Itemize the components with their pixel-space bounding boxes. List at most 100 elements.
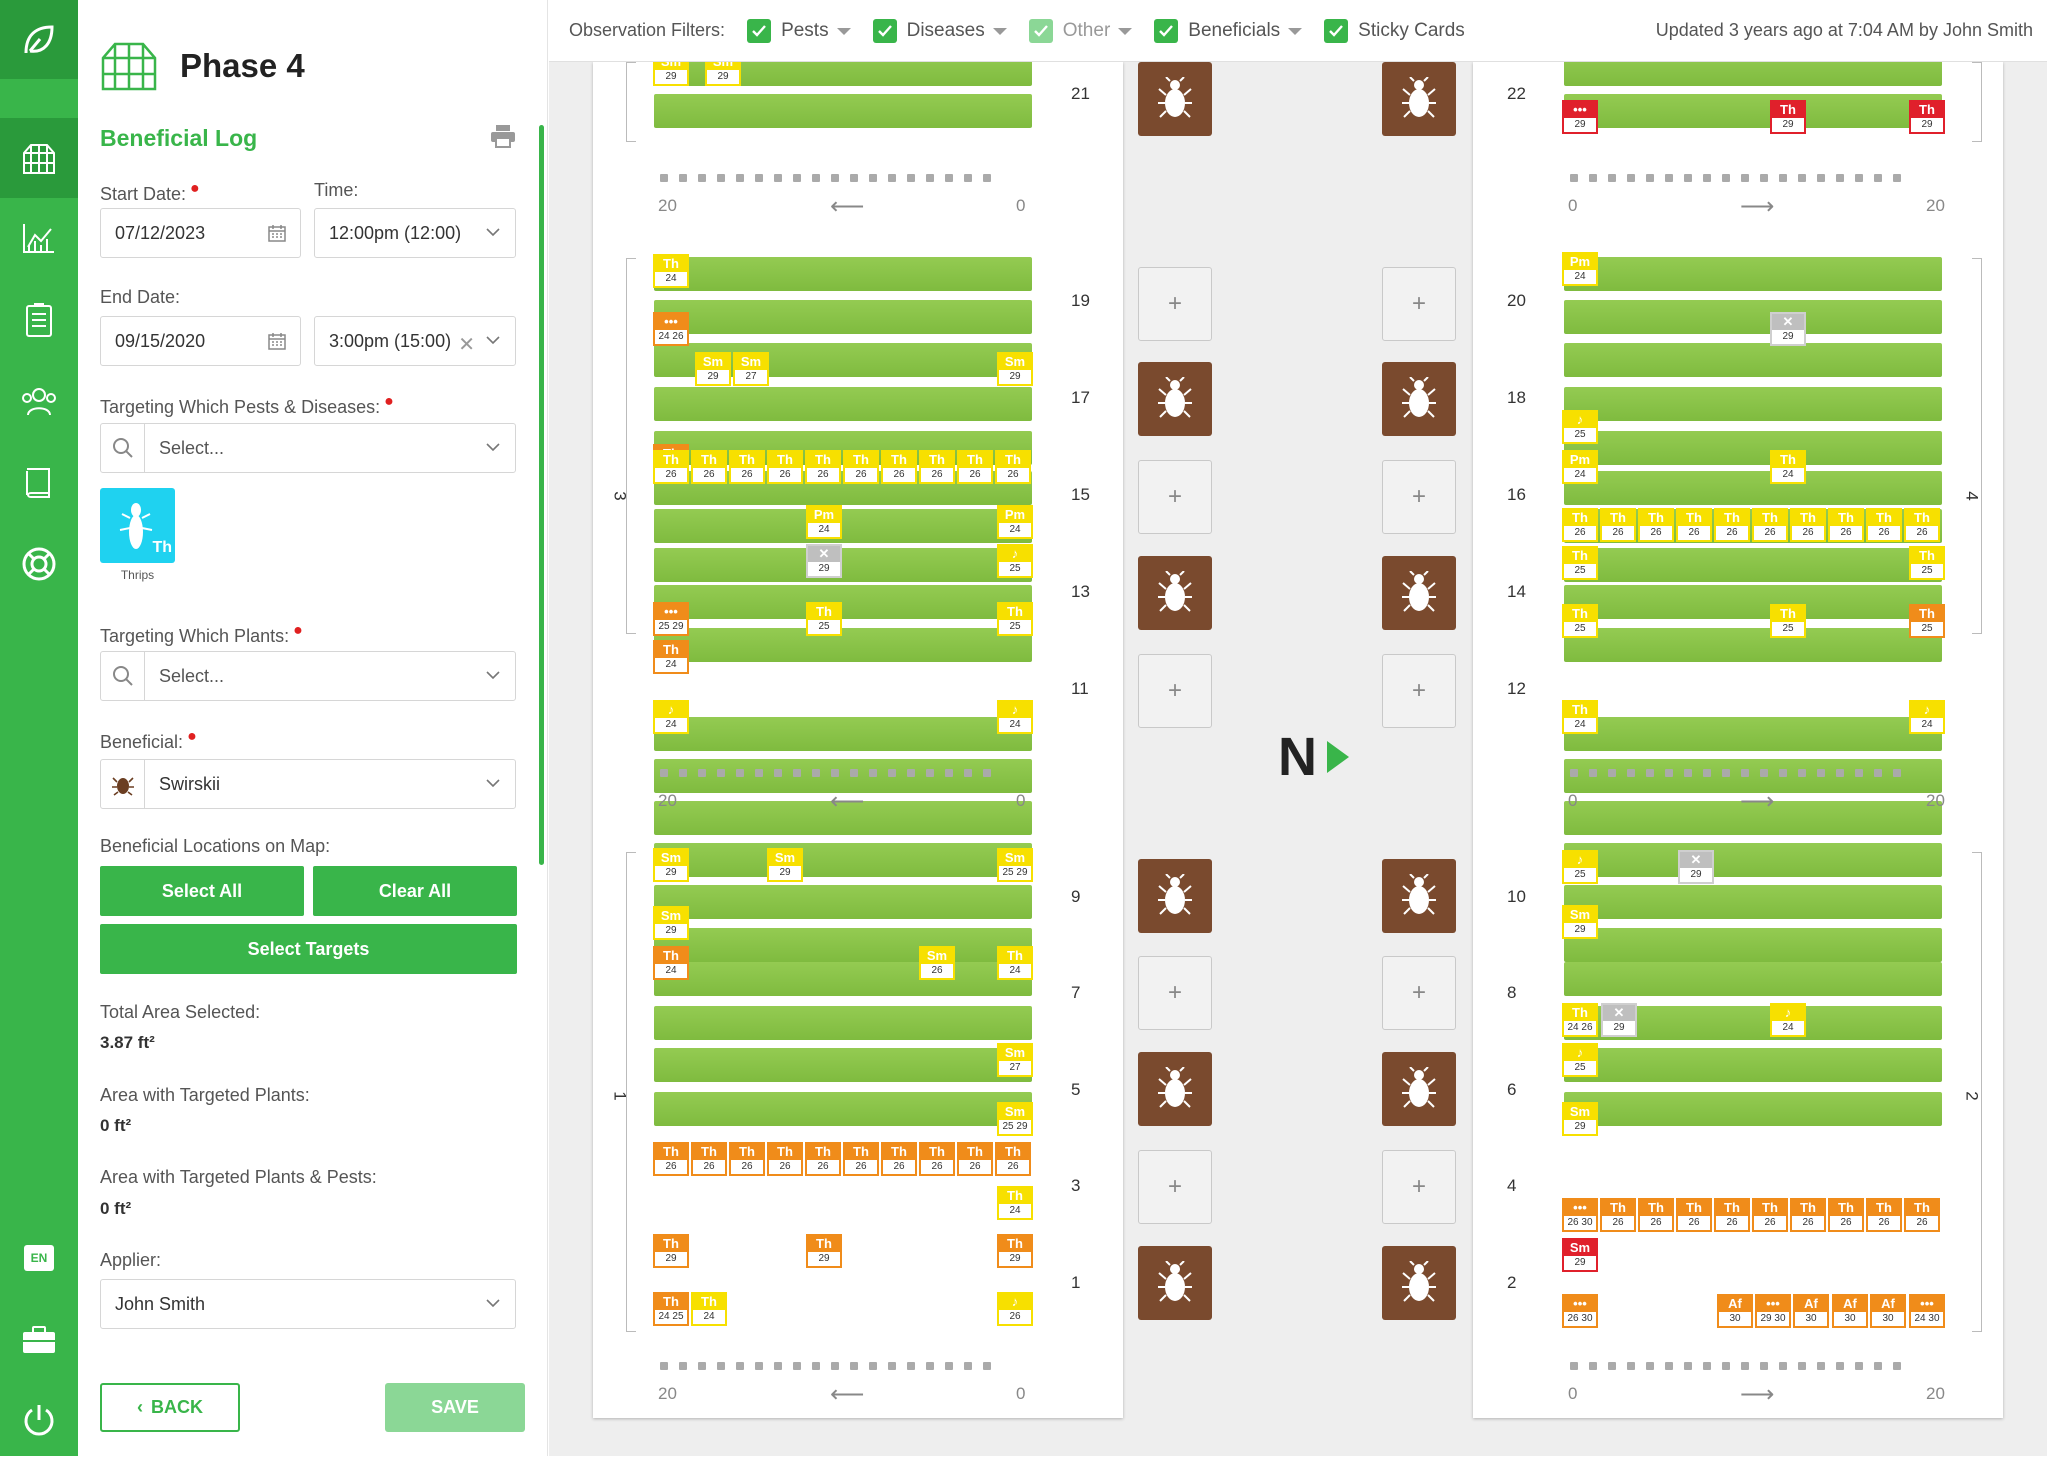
start-date-field[interactable]: 07/12/2023 (100, 208, 301, 258)
list-icon[interactable] (0, 280, 78, 360)
observation-tag[interactable]: ♪ 24 (1770, 1003, 1806, 1037)
observation-tag[interactable]: ♪ 24 (653, 700, 689, 734)
plant-row[interactable] (1564, 300, 1942, 334)
plant-row[interactable] (1564, 1092, 1942, 1126)
checkbox-icon[interactable] (747, 18, 772, 43)
print-icon[interactable] (490, 124, 516, 153)
observation-tag[interactable]: ✕ 29 (1678, 850, 1714, 884)
observation-tag[interactable]: Th 25 (1562, 546, 1598, 580)
observation-tag[interactable]: ••• 26 30 (1562, 1294, 1598, 1328)
plant-row[interactable] (1564, 628, 1942, 662)
caret-down-icon[interactable] (992, 20, 1007, 42)
observation-tag[interactable]: Th 25 (806, 602, 842, 636)
add-release-tile[interactable]: + (1382, 460, 1456, 534)
observation-tag[interactable]: ♪ 24 (997, 700, 1033, 734)
plant-row[interactable] (654, 387, 1032, 421)
plant-row[interactable] (1564, 801, 1942, 835)
beneficial-release-tile[interactable] (1382, 859, 1456, 933)
observation-tag[interactable]: Af 30 (1870, 1294, 1906, 1328)
plant-row[interactable] (654, 509, 1032, 543)
observation-tag[interactable]: Sm 27 (733, 352, 769, 386)
plant-row[interactable] (1564, 62, 1942, 86)
briefcase-icon[interactable] (0, 1300, 78, 1380)
filter-sticky-cards[interactable]: Sticky Cards (1324, 18, 1465, 43)
plant-row[interactable] (654, 585, 1032, 619)
caret-down-icon[interactable] (836, 20, 851, 42)
clear-icon[interactable]: ✕ (458, 334, 475, 356)
observation-tag[interactable]: ♪ 26 (997, 1292, 1033, 1326)
beneficial-release-tile[interactable] (1138, 859, 1212, 933)
plant-row[interactable] (654, 843, 1032, 877)
plant-row[interactable] (1564, 962, 1942, 996)
power-icon[interactable] (0, 1380, 78, 1460)
beneficial-release-tile[interactable] (1382, 1246, 1456, 1320)
beneficial-release-tile[interactable] (1138, 556, 1212, 630)
add-release-tile[interactable]: + (1382, 1150, 1456, 1224)
plant-row[interactable] (654, 94, 1032, 128)
observation-tag[interactable]: Pm 24 (1562, 450, 1598, 484)
observation-tag[interactable]: ♪ 25 (997, 544, 1033, 578)
beneficial-select[interactable]: Swirskii (100, 759, 516, 809)
plant-row[interactable] (1564, 387, 1942, 421)
filter-other[interactable]: Other (1028, 18, 1133, 43)
observation-tag[interactable]: Th 29 (1909, 100, 1945, 134)
applier-select[interactable]: John Smith (100, 1279, 516, 1329)
filter-pests[interactable]: Pests (747, 18, 851, 43)
add-release-tile[interactable]: + (1138, 654, 1212, 728)
leaf-logo-icon[interactable] (0, 0, 78, 79)
observation-tag[interactable]: Pm 24 (997, 505, 1033, 539)
thrips-chip[interactable]: Th (100, 488, 175, 563)
filter-diseases[interactable]: Diseases (872, 18, 1007, 43)
observation-tag[interactable]: ••• 29 (1562, 100, 1598, 134)
language-icon[interactable]: EN (0, 1218, 78, 1298)
add-release-tile[interactable]: + (1138, 1150, 1212, 1224)
select-all-button[interactable]: Select All (100, 866, 304, 916)
plant-row[interactable] (1564, 585, 1942, 619)
add-release-tile[interactable]: + (1138, 267, 1212, 341)
observation-tag[interactable]: Th 25 (1909, 546, 1945, 580)
plant-row[interactable] (654, 801, 1032, 835)
save-button[interactable]: SAVE (385, 1383, 525, 1432)
observation-tag[interactable]: ••• 29 30 (1755, 1294, 1791, 1328)
observation-tag[interactable]: Th 24 (997, 1186, 1033, 1220)
clear-all-button[interactable]: Clear All (313, 866, 517, 916)
book-icon[interactable] (0, 443, 78, 523)
users-icon[interactable] (0, 361, 78, 441)
back-button[interactable]: ‹ BACK (100, 1383, 240, 1432)
observation-tag[interactable]: Th 25 (1909, 604, 1945, 638)
plant-row[interactable] (1564, 471, 1942, 505)
observation-tag[interactable]: ✕ 29 (1770, 312, 1806, 346)
observation-tag[interactable]: ♪ 25 (1562, 410, 1598, 444)
beneficial-release-tile[interactable] (1382, 62, 1456, 136)
select-targets-button[interactable]: Select Targets (100, 924, 517, 974)
observation-tag[interactable]: Th 24 (997, 946, 1033, 980)
beneficial-release-tile[interactable] (1382, 556, 1456, 630)
observation-tag[interactable]: ••• 25 29 (653, 602, 689, 636)
plant-row[interactable] (1564, 343, 1942, 377)
observation-tag[interactable]: Th 24 26 (1562, 1003, 1598, 1037)
plant-row[interactable] (1564, 548, 1942, 582)
observation-tag[interactable]: Th 29 (806, 1234, 842, 1268)
observation-tag[interactable]: Pm 24 (806, 505, 842, 539)
